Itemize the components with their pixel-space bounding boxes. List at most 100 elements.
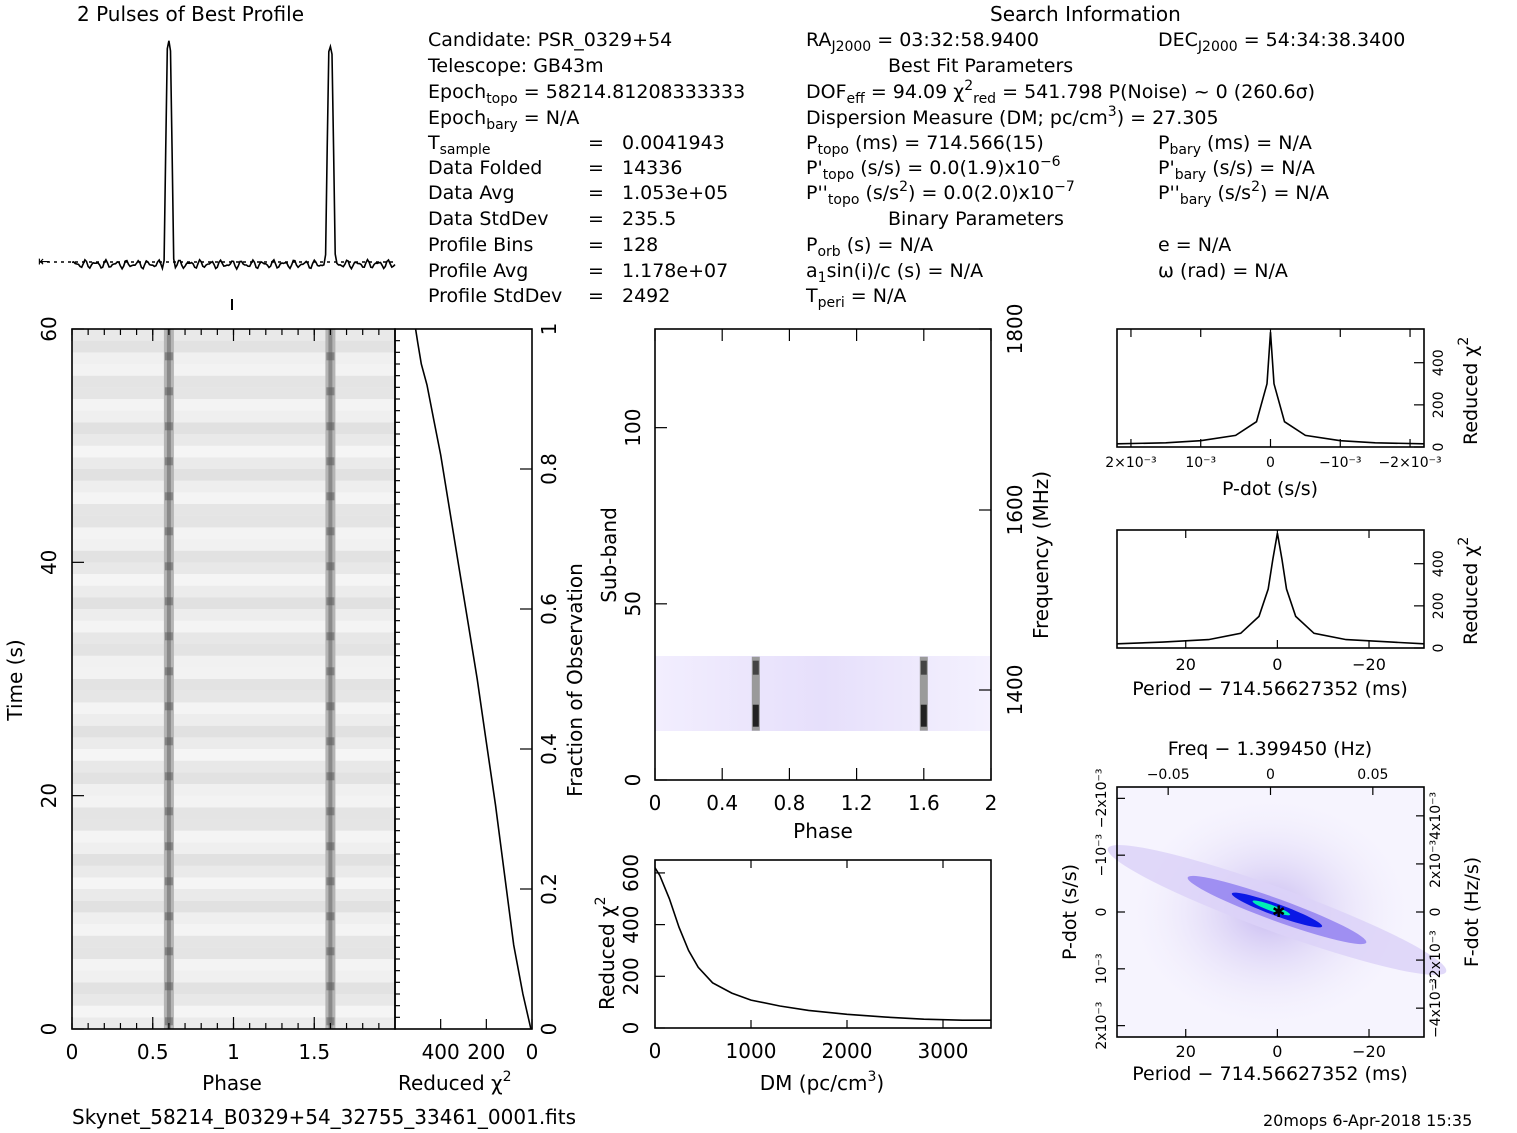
ra-value: RAJ2000 = 03:32:58.9400 bbox=[806, 29, 1039, 55]
y2-tick-label: 1600 bbox=[1003, 485, 1027, 536]
time-row bbox=[72, 422, 395, 434]
x-tick-label: −20 bbox=[1352, 1042, 1386, 1061]
time-row bbox=[72, 527, 395, 539]
y-tick-label: 0.6 bbox=[537, 593, 561, 625]
x2-tick-label: 0 bbox=[1266, 767, 1275, 783]
time-row bbox=[72, 504, 395, 516]
time-row bbox=[72, 912, 395, 924]
info-row-label: Data StdDev bbox=[428, 208, 549, 230]
map-peak-marker: ✱ bbox=[1272, 902, 1285, 921]
time-row bbox=[72, 947, 395, 959]
map-fdot-label: F-dot (Hz/s) bbox=[1461, 857, 1483, 967]
x-tick-label: 0 bbox=[66, 1040, 79, 1064]
y-tick-label: 40 bbox=[37, 550, 61, 575]
pulse-block bbox=[164, 702, 173, 711]
dm-plot: 0 1000 2000 3000 0 200 400 600 Reduced χ2 DM (p… bbox=[593, 854, 992, 1095]
info-row-equals: = bbox=[588, 208, 604, 230]
dm-frame bbox=[654, 859, 992, 1029]
pd-topo: P'topo (s/s) = 0.0(1.9)x10−6 bbox=[806, 154, 1061, 183]
info-row-equals: = bbox=[588, 132, 604, 154]
pulse-block bbox=[164, 737, 173, 746]
time-row bbox=[72, 714, 395, 726]
pulse-block bbox=[164, 772, 173, 781]
epoch-bary: Epochbary = N/A bbox=[428, 107, 579, 133]
epoch-topo: Epochtopo = 58214.81208333333 bbox=[428, 81, 745, 107]
time-row bbox=[72, 795, 395, 808]
period-curve bbox=[1116, 533, 1425, 645]
time-row bbox=[72, 819, 395, 831]
y-tick-label: 0 bbox=[37, 1023, 61, 1036]
y-tick-label: 100 bbox=[621, 409, 645, 447]
time-row bbox=[72, 539, 395, 551]
pulse-block bbox=[164, 422, 173, 431]
p-bary: Pbary (ms) = N/A bbox=[1158, 132, 1312, 158]
time-row bbox=[72, 725, 395, 738]
y-tick-label: 0 bbox=[619, 1022, 643, 1035]
x-tick-label: 0 bbox=[649, 1039, 662, 1063]
pd-bary: P'bary (s/s) = N/A bbox=[1158, 157, 1315, 183]
time-row bbox=[72, 585, 395, 598]
time-row bbox=[72, 749, 395, 761]
time-row bbox=[72, 340, 395, 353]
info-row-label: Data Avg bbox=[428, 182, 515, 204]
y2-tick-label: 0 bbox=[1428, 908, 1444, 917]
info-row-equals: = bbox=[588, 182, 604, 204]
period-chi-label: Reduced χ2 bbox=[1456, 537, 1482, 645]
y2-tick-label: 4x10⁻³ bbox=[1428, 792, 1444, 840]
map-peak bbox=[1252, 900, 1291, 916]
x-tick-label: 0 bbox=[1272, 655, 1282, 674]
p-orb: Porb (s) = N/A bbox=[806, 234, 933, 260]
subband-pulse bbox=[751, 656, 760, 731]
telescope-label: Telescope: GB43m bbox=[427, 55, 604, 77]
pulse-block bbox=[326, 842, 335, 851]
profile-marker: ⇤ bbox=[38, 254, 50, 270]
x2-tick-label: −0.05 bbox=[1147, 767, 1190, 783]
pulse-block bbox=[326, 982, 335, 991]
y-tick-label: 0 bbox=[1094, 908, 1110, 917]
pdot-curve bbox=[1116, 332, 1425, 445]
y-tick-label: 0.4 bbox=[537, 733, 561, 765]
time-row bbox=[72, 900, 395, 913]
pulse-block bbox=[164, 877, 173, 886]
x-tick-label: 1.2 bbox=[841, 791, 873, 815]
pulse-block bbox=[164, 912, 173, 921]
x-tick-label: 1 bbox=[227, 1040, 240, 1064]
search-info: RAJ2000 = 03:32:58.9400 DECJ2000 = 54:34… bbox=[805, 29, 1405, 311]
best-fit-title: Best Fit Parameters bbox=[888, 55, 1073, 77]
time-row bbox=[72, 399, 395, 411]
pdot-frame bbox=[1116, 328, 1425, 448]
y-tick-label: 200 bbox=[1431, 592, 1447, 619]
info-row-value: 235.5 bbox=[622, 208, 676, 230]
search-title: Search Information bbox=[990, 2, 1181, 26]
pdd-bary: P''bary (s/s2) = N/A bbox=[1158, 179, 1329, 208]
time-row bbox=[72, 935, 395, 948]
pdot-period-map: ✱ 20 0 −20 −0.05 0 0.05 2x10⁻³ 10⁻³ 0 −10⁻³ −2x10⁻… bbox=[1059, 738, 1483, 1085]
info-row-value: 128 bbox=[622, 234, 658, 256]
time-row bbox=[72, 842, 395, 854]
time-row bbox=[72, 807, 395, 819]
time-row bbox=[72, 644, 395, 656]
time-row bbox=[72, 994, 395, 1006]
time-row bbox=[72, 410, 395, 423]
a1-sini: a1sin(i)/c (s) = N/A bbox=[806, 260, 983, 286]
subband-pulse-core bbox=[920, 704, 927, 727]
x-tick-label: 0 bbox=[1266, 455, 1275, 471]
pulse-block bbox=[326, 527, 335, 536]
time-row bbox=[72, 457, 395, 469]
time-row bbox=[72, 480, 395, 493]
time-row bbox=[72, 364, 395, 376]
time-row bbox=[72, 690, 395, 703]
pulse-block bbox=[326, 352, 335, 361]
time-row bbox=[72, 924, 395, 936]
time-row bbox=[72, 959, 395, 971]
pulse-block bbox=[164, 947, 173, 956]
period-axis-label: Period − 714.56627352 (ms) bbox=[1132, 678, 1408, 700]
y-tick-label: 200 bbox=[619, 957, 643, 995]
time-row bbox=[72, 970, 395, 983]
y-tick-label: 0 bbox=[537, 1023, 561, 1036]
x-tick-label: 20 bbox=[1176, 655, 1196, 674]
subband-pulse bbox=[919, 656, 928, 731]
subband-pulse-top bbox=[752, 660, 759, 675]
x-tick-label: −20 bbox=[1352, 655, 1386, 674]
